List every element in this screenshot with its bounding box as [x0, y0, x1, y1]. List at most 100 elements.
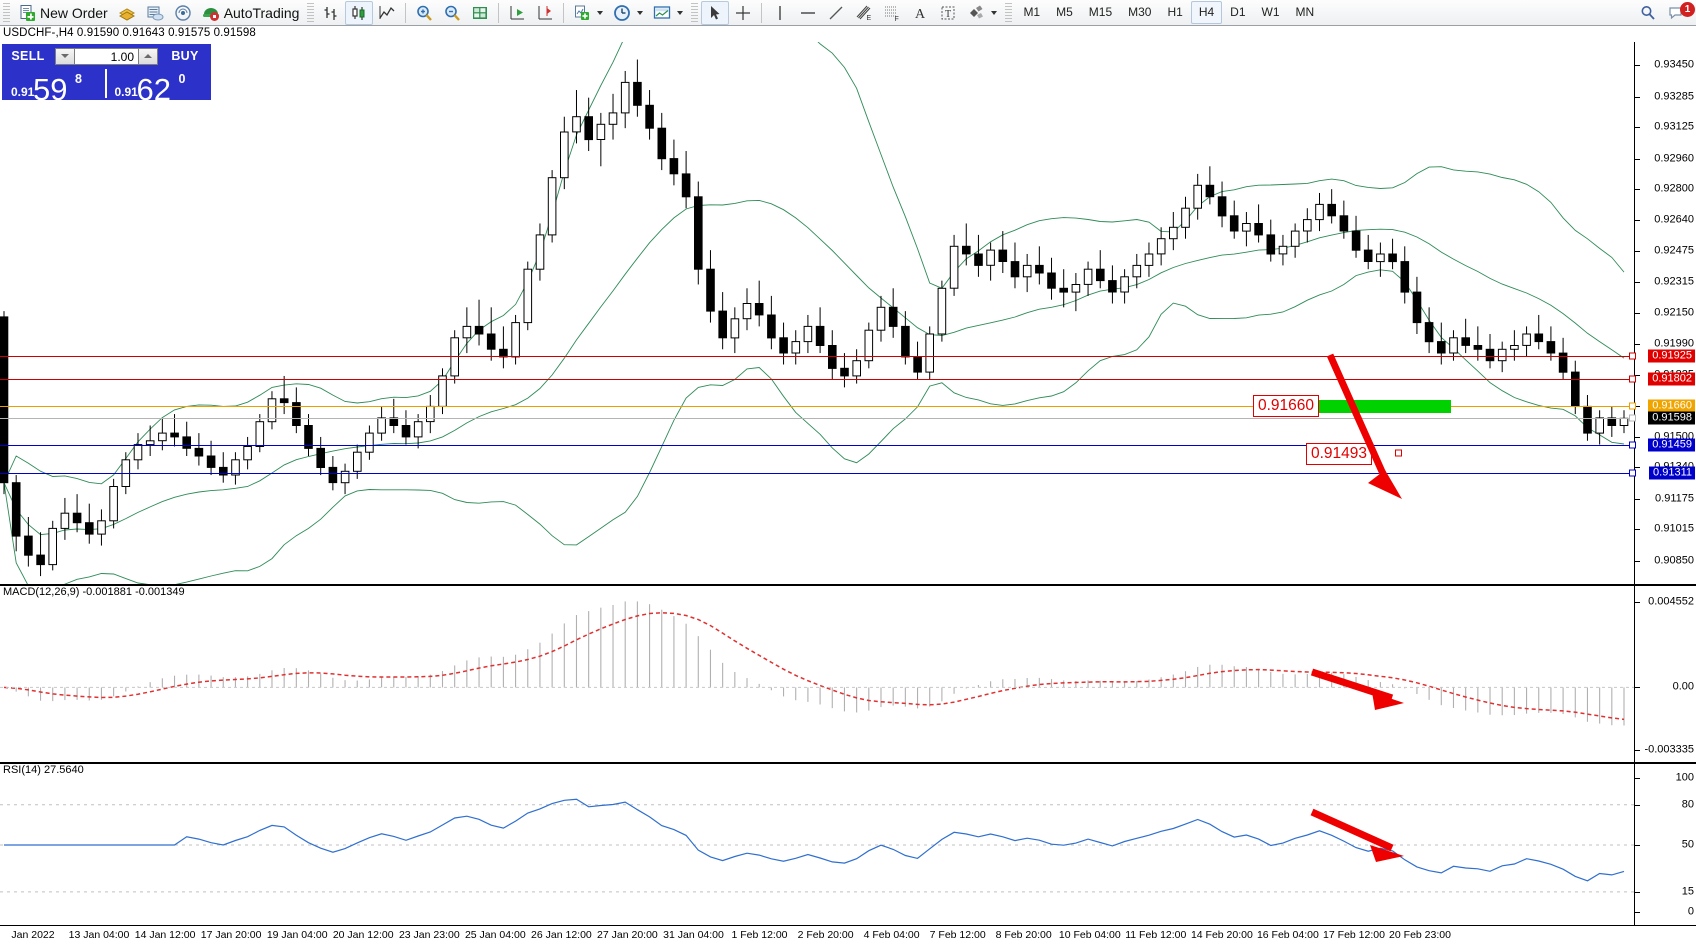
buy-price[interactable]: 0.91 62 0: [107, 67, 211, 105]
price-chart-pane[interactable]: 0.93450 0.93285 0.93125 0.92960 0.92800 0.926…: [0, 42, 1696, 584]
indicators-chevron-down-icon[interactable]: [597, 10, 604, 15]
equidistant-channel-button[interactable]: E: [850, 1, 878, 25]
sell-button[interactable]: SELL: [11, 49, 45, 63]
volume-input[interactable]: 1.00: [75, 47, 138, 65]
periods-button[interactable]: [608, 1, 648, 25]
toolbar-grip-2[interactable]: [307, 2, 315, 23]
bid-line-91598-handle[interactable]: [1629, 414, 1636, 422]
notifications-button[interactable]: 1: [1662, 1, 1696, 25]
time-tick-label: 10 Feb 04:00: [1058, 929, 1121, 941]
new-order-button[interactable]: New Order: [13, 1, 113, 25]
sell-price[interactable]: 0.91 59 8: [3, 67, 107, 105]
time-tick-label: 14 Feb 20:00: [1190, 929, 1253, 941]
label-button[interactable]: T: [934, 1, 962, 25]
lower-annotation[interactable]: 0.91493: [1306, 442, 1373, 465]
toolbar-separator-2: [498, 2, 500, 23]
entry-zone-highlight[interactable]: [1306, 400, 1451, 414]
timeframe-m15[interactable]: M15: [1088, 5, 1113, 19]
auto-scroll-button[interactable]: [503, 1, 531, 25]
toolbar-separator-1: [405, 2, 407, 23]
price-badge-resistance-091925[interactable]: 0.91925: [1648, 349, 1695, 363]
entry-line-91660-handle[interactable]: [1629, 402, 1636, 410]
support-line-91459-handle[interactable]: [1629, 441, 1636, 449]
support-line-91311[interactable]: [0, 473, 1634, 474]
timeframe-h4[interactable]: H4: [1190, 1, 1223, 24]
price-divider: [104, 69, 107, 98]
signals-button[interactable]: [169, 1, 197, 25]
templates-button[interactable]: [466, 1, 494, 25]
entry-line-91660[interactable]: [0, 406, 1634, 408]
timeframe-m5[interactable]: M5: [1056, 5, 1073, 19]
timeframe-w1[interactable]: W1: [1261, 5, 1280, 19]
macd-label: MACD(12,26,9) -0.001881 -0.001349: [3, 586, 185, 598]
toolbar-grip-4[interactable]: [1005, 2, 1013, 23]
rsi-pane[interactable]: RSI(14) 27.5640 100 80 50 15 0 Jan 2022 13 Ja…: [0, 764, 1696, 945]
volume-decrement-button[interactable]: [55, 47, 75, 65]
template-chevron-down-icon[interactable]: [677, 10, 684, 15]
resistance-line-91925-handle[interactable]: [1629, 352, 1636, 360]
fibonacci-button[interactable]: F: [878, 1, 906, 25]
price-badge-entry-091660[interactable]: 0.91660: [1648, 399, 1695, 413]
price-badge-support-091311[interactable]: 0.91311: [1649, 466, 1695, 480]
support-line-91311-handle[interactable]: [1629, 469, 1636, 477]
chart-shift-button[interactable]: [531, 1, 559, 25]
rsi-tick-label: 0: [1687, 905, 1694, 918]
trendline-button[interactable]: [822, 1, 850, 25]
bar-chart-button[interactable]: [317, 1, 345, 25]
price-badge-bid-091598[interactable]: 0.91598: [1648, 411, 1695, 425]
layers-button[interactable]: [113, 1, 141, 25]
zoom-in-button[interactable]: [410, 1, 438, 25]
upper-annotation[interactable]: 0.91660: [1253, 395, 1320, 418]
crosshair-button[interactable]: [729, 1, 757, 25]
fibonacci-icon: F: [883, 4, 901, 22]
macd-pane[interactable]: MACD(12,26,9) -0.001881 -0.001349 0.0045…: [0, 586, 1696, 762]
support-line-91459[interactable]: [0, 444, 1634, 446]
lower-annotation-handle[interactable]: [1395, 449, 1402, 456]
price-tick-label: 0.92150: [1654, 306, 1694, 319]
price-tick: [1635, 375, 1640, 376]
timeframe-d1[interactable]: D1: [1230, 5, 1246, 19]
text-button[interactable]: A: [906, 1, 934, 25]
buy-button[interactable]: BUY: [171, 49, 199, 63]
macd-axis[interactable]: 0.004552 0.00 -0.003335: [1634, 586, 1696, 762]
toolbar-grip[interactable]: [3, 2, 10, 23]
horizontal-line-button[interactable]: [794, 1, 822, 25]
vertical-line-icon: [771, 4, 789, 22]
indicators-button[interactable]: [568, 1, 608, 25]
price-badge-resistance-091802[interactable]: 0.91802: [1648, 372, 1695, 386]
vertical-line-button[interactable]: [766, 1, 794, 25]
bid-line-91598[interactable]: [0, 418, 1634, 420]
template-select-button[interactable]: [648, 1, 688, 25]
one-click-trading-panel[interactable]: SELL 1.00 BUY 0.91 59 8 0.91 62 0: [2, 44, 211, 105]
search-button[interactable]: [1634, 1, 1662, 25]
data-window-button[interactable]: [141, 1, 169, 25]
resistance-line-91925[interactable]: [0, 355, 1634, 357]
time-tick-label: 2 Feb 20:00: [797, 929, 854, 941]
objects-chevron-down-icon[interactable]: [991, 10, 998, 15]
price-tick: [1635, 158, 1640, 160]
time-tick-label: 20 Jan 12:00: [332, 929, 394, 941]
timeframe-mn[interactable]: MN: [1295, 5, 1315, 19]
cursor-button[interactable]: [701, 0, 730, 25]
chevron-up-icon: [144, 54, 152, 58]
timeframe-m1[interactable]: M1: [1023, 5, 1041, 19]
price-badge-support-091459[interactable]: 0.91459: [1648, 438, 1695, 452]
resistance-line-91802-handle[interactable]: [1629, 375, 1636, 383]
line-chart-button[interactable]: [373, 1, 401, 25]
rsi-axis[interactable]: 100 80 50 15 0: [1634, 764, 1696, 945]
toolbar-grip-3[interactable]: [691, 2, 699, 23]
autotrading-button[interactable]: AutoTrading: [197, 1, 305, 25]
objects-button[interactable]: [962, 1, 1002, 25]
price-axis[interactable]: 0.93450 0.93285 0.93125 0.92960 0.92800 0.926…: [1634, 42, 1696, 584]
volume-field[interactable]: 1.00: [55, 47, 158, 65]
time-tick-label: 23 Jan 23:00: [398, 929, 460, 941]
timeframe-m30[interactable]: M30: [1128, 5, 1152, 19]
time-axis[interactable]: Jan 2022 13 Jan 04:00 14 Jan 12:00 17 Jan 2…: [0, 925, 1696, 945]
zoom-out-button[interactable]: [438, 1, 466, 25]
candlestick-chart-button[interactable]: [345, 0, 374, 25]
volume-increment-button[interactable]: [138, 47, 158, 65]
timeframe-h1[interactable]: H1: [1167, 5, 1183, 19]
periods-chevron-down-icon[interactable]: [637, 10, 644, 15]
resistance-line-91802[interactable]: [0, 379, 1634, 381]
templates-icon: [471, 4, 489, 22]
